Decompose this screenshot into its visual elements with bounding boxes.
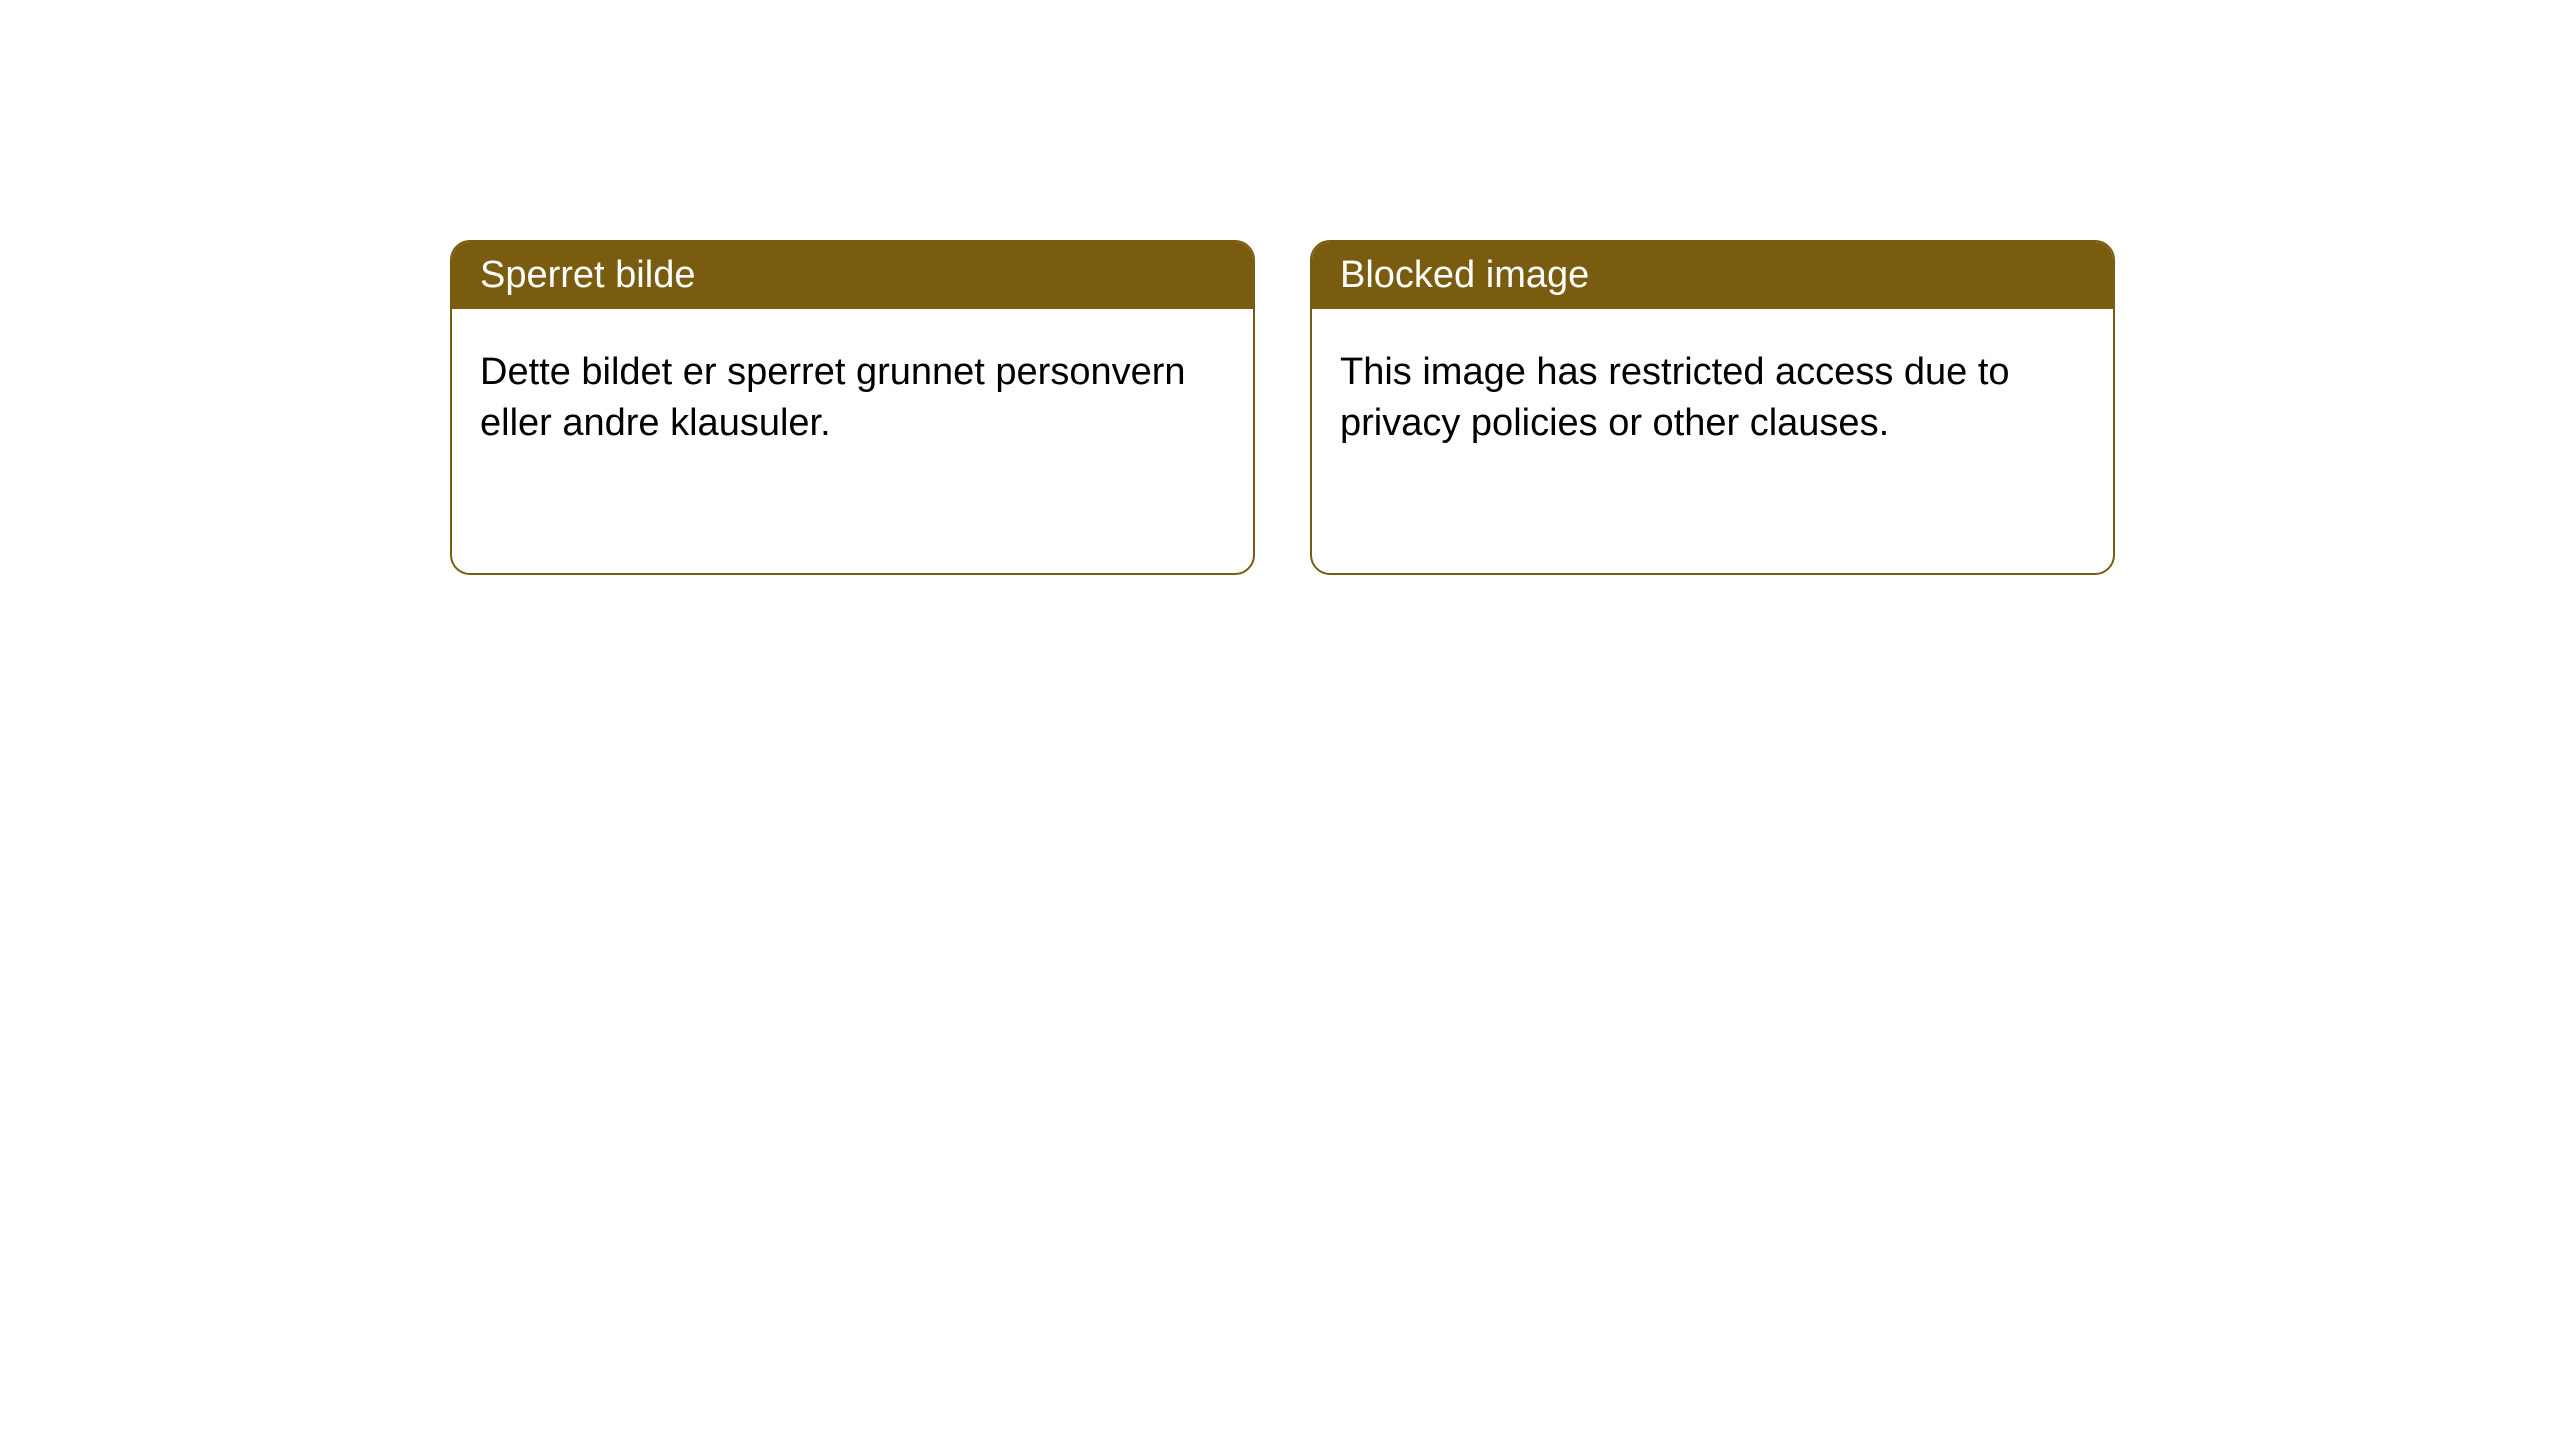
notice-body-text: This image has restricted access due to … — [1340, 351, 2010, 444]
notice-title: Sperret bilde — [480, 254, 695, 296]
notice-card-english: Blocked image This image has restricted … — [1310, 240, 2115, 575]
notice-header: Blocked image — [1312, 242, 2113, 309]
notice-container: Sperret bilde Dette bildet er sperret gr… — [450, 240, 2115, 575]
notice-body-text: Dette bildet er sperret grunnet personve… — [480, 351, 1186, 444]
notice-header: Sperret bilde — [452, 242, 1253, 309]
notice-body: This image has restricted access due to … — [1312, 309, 2113, 488]
notice-title: Blocked image — [1340, 254, 1589, 296]
notice-body: Dette bildet er sperret grunnet personve… — [452, 309, 1253, 488]
notice-card-norwegian: Sperret bilde Dette bildet er sperret gr… — [450, 240, 1255, 575]
